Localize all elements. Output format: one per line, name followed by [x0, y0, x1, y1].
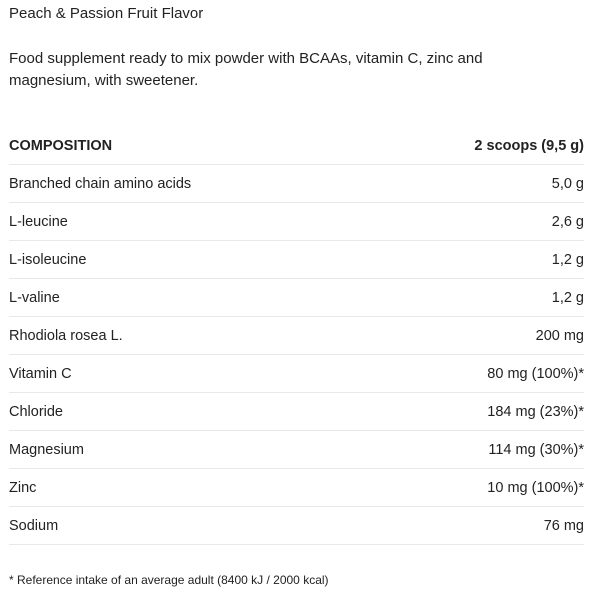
nutrient-name: Branched chain amino acids: [9, 175, 192, 192]
table-header: COMPOSITION 2 scoops (9,5 g): [9, 127, 584, 165]
nutrient-name: Chloride: [9, 403, 63, 420]
table-row: L-isoleucine 1,2 g: [9, 241, 584, 279]
nutrient-name: Zinc: [9, 479, 37, 496]
composition-table: COMPOSITION 2 scoops (9,5 g) Branched ch…: [9, 127, 584, 545]
nutrient-name: Sodium: [9, 517, 59, 534]
table-row: Vitamin C 80 mg (100%)*: [9, 355, 584, 393]
nutrient-amount: 2,6 g: [551, 213, 584, 230]
nutrient-amount: 114 mg (30%)*: [488, 441, 584, 458]
table-row: Sodium 76 mg: [9, 507, 584, 545]
table-row: L-valine 1,2 g: [9, 279, 584, 317]
table-row: Chloride 184 mg (23%)*: [9, 393, 584, 431]
nutrient-amount: 200 mg: [535, 327, 584, 344]
nutrient-amount: 184 mg (23%)*: [487, 403, 584, 420]
nutrient-name: Vitamin C: [9, 365, 72, 382]
nutrient-amount: 1,2 g: [551, 251, 584, 268]
nutrient-name: L-valine: [9, 289, 60, 306]
table-row: Zinc 10 mg (100%)*: [9, 469, 584, 507]
nutrient-name: Rhodiola rosea L.: [9, 327, 123, 344]
nutrient-amount: 1,2 g: [551, 289, 584, 306]
nutrient-name: L-isoleucine: [9, 251, 87, 268]
product-description: Food supplement ready to mix powder with…: [9, 50, 483, 89]
table-row: Magnesium 114 mg (30%)*: [9, 431, 584, 469]
nutrient-amount: 76 mg: [543, 517, 584, 534]
nutrient-amount: 80 mg (100%)*: [487, 365, 584, 382]
nutrient-name: Magnesium: [9, 441, 84, 458]
table-row: Branched chain amino acids 5,0 g: [9, 165, 584, 203]
nutrient-amount: 5,0 g: [551, 175, 584, 192]
footnote: * Reference intake of an average adult (…: [9, 573, 329, 587]
nutrient-amount: 10 mg (100%)*: [487, 479, 584, 496]
table-row: Rhodiola rosea L. 200 mg: [9, 317, 584, 355]
header-serving: 2 scoops (9,5 g): [474, 137, 584, 154]
nutrient-name: L-leucine: [9, 213, 68, 230]
product-flavor-title: Peach & Passion Fruit Flavor: [9, 5, 204, 22]
table-row: L-leucine 2,6 g: [9, 203, 584, 241]
header-label: COMPOSITION: [9, 137, 113, 154]
